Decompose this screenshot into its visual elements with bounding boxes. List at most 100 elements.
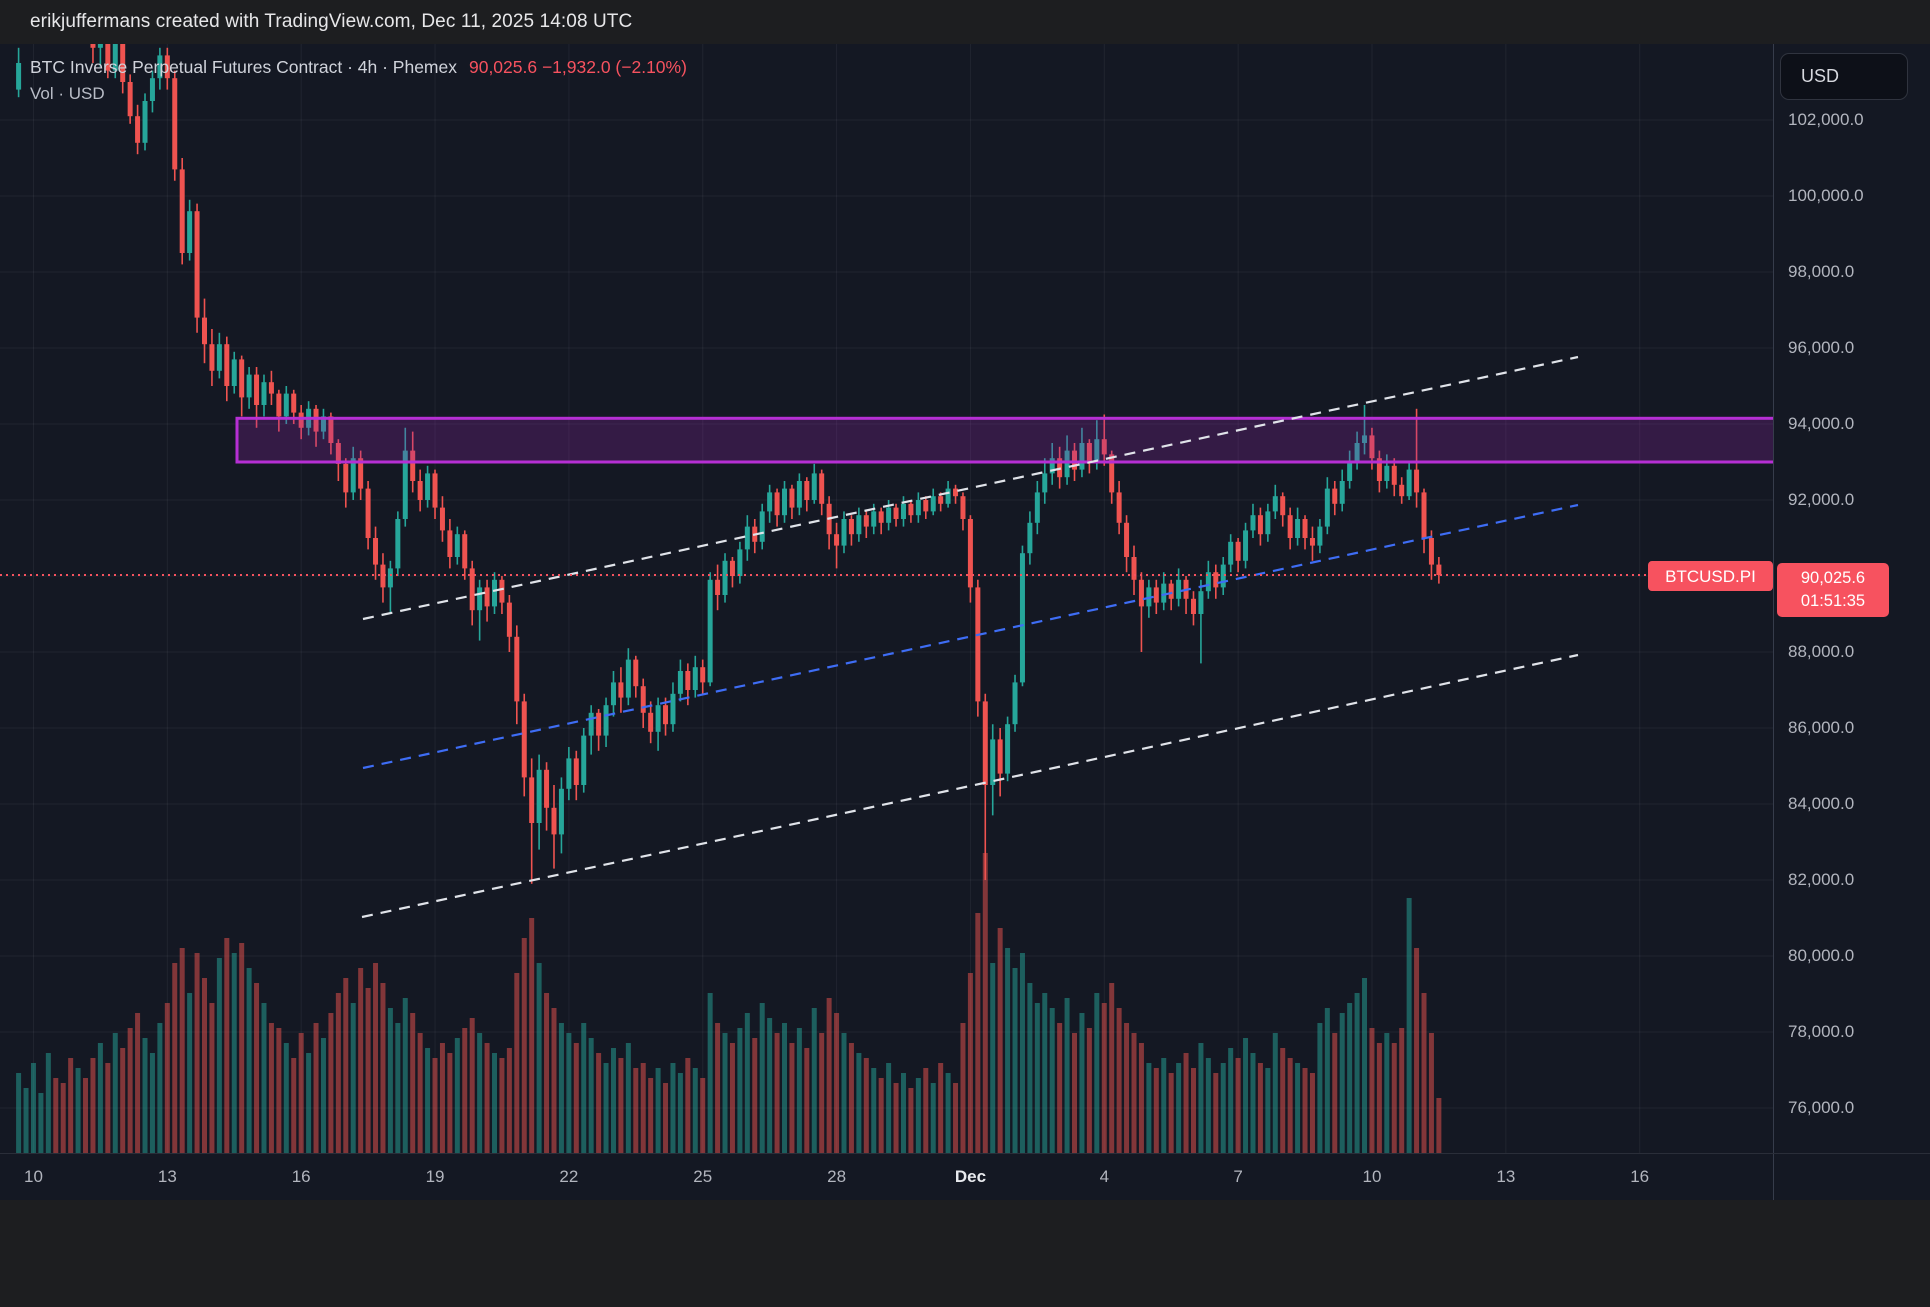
- candle-body: [1309, 538, 1315, 546]
- candle-body: [1399, 484, 1405, 497]
- time-axis-label: 28: [827, 1167, 847, 1186]
- volume-bar: [1176, 1063, 1182, 1153]
- candle-body: [1421, 492, 1427, 538]
- volume-bar: [886, 1063, 892, 1153]
- volume-bar: [1302, 1068, 1308, 1153]
- volume-bar: [1391, 1043, 1397, 1153]
- volume-bar: [38, 1093, 44, 1153]
- volume-bar: [841, 1033, 847, 1153]
- candle-body: [469, 568, 475, 611]
- price-axis-label: 80,000.0: [1788, 946, 1855, 965]
- volume-bar: [685, 1058, 691, 1153]
- volume-bar: [856, 1053, 862, 1153]
- candle-body: [1428, 538, 1434, 565]
- time-axis-label: 10: [24, 1167, 43, 1186]
- price-axis[interactable]: USD 102,000.0 100,000.0 98,000.0 96,000.0 94…: [1774, 44, 1930, 1153]
- price-axis-label: 78,000.0: [1788, 1022, 1855, 1041]
- time-axis-label: 7: [1233, 1167, 1243, 1186]
- candle-body: [216, 344, 222, 371]
- volume-bar: [216, 958, 222, 1153]
- volume-bar: [365, 988, 371, 1153]
- candle-body: [268, 382, 274, 394]
- candle-body: [432, 473, 438, 508]
- candle-body: [722, 560, 728, 595]
- candle-body: [194, 211, 200, 318]
- volume-bar: [663, 1083, 669, 1153]
- candle-body: [1250, 515, 1256, 531]
- candle-body: [529, 777, 535, 823]
- candle-body: [685, 671, 691, 690]
- candle-body: [700, 667, 706, 683]
- candle-body: [677, 671, 683, 694]
- chart-background: [0, 44, 1930, 1200]
- candle-body: [283, 393, 289, 417]
- volume-bar: [1198, 1043, 1204, 1153]
- candle-body: [1354, 443, 1360, 462]
- candle-body: [923, 500, 929, 512]
- candle-body: [908, 503, 914, 516]
- candle-body: [967, 519, 973, 588]
- volume-bar: [447, 1053, 453, 1153]
- volume-bar: [209, 1003, 215, 1153]
- median-blue-trendline: [362, 503, 1579, 770]
- volume-bar: [387, 1008, 393, 1153]
- candle-body: [425, 473, 431, 500]
- volume-bar: [1347, 1003, 1353, 1153]
- volume-bar: [83, 1078, 89, 1153]
- volume-bar: [848, 1043, 854, 1153]
- volume-bar: [239, 943, 245, 1153]
- volume-bar: [380, 983, 386, 1153]
- volume-bar: [826, 998, 832, 1153]
- candlestick-chart[interactable]: BTCUSD.PI: [0, 44, 1773, 1153]
- volume-bar: [581, 1023, 587, 1153]
- volume-bar: [811, 1008, 817, 1153]
- price-axis-label: 92,000.0: [1788, 490, 1855, 509]
- candle-body: [596, 712, 602, 736]
- candle-body: [120, 44, 126, 82]
- candle-body: [1153, 587, 1159, 603]
- candle-body: [112, 44, 118, 71]
- volume-bar: [930, 1083, 936, 1153]
- lower-white-trendline: [361, 653, 1579, 919]
- volume-bar: [655, 1068, 661, 1153]
- volume-bar: [558, 1023, 564, 1153]
- volume-bar: [975, 913, 981, 1153]
- candle-body: [142, 101, 148, 143]
- volume-bar: [1146, 1063, 1152, 1153]
- candle-body: [863, 515, 869, 527]
- price-axis-label: 84,000.0: [1788, 794, 1855, 813]
- candle-body: [454, 534, 460, 557]
- candle-body: [945, 488, 951, 504]
- volume-bar: [179, 948, 185, 1153]
- time-axis[interactable]: 10 13 16 19 22 25 28 Dec 4 7 10 13 16: [0, 1154, 1930, 1200]
- volume-bar: [834, 1013, 840, 1153]
- currency-toggle-button[interactable]: USD: [1780, 53, 1908, 100]
- volume-bar: [536, 963, 542, 1153]
- candle-body: [536, 769, 542, 823]
- volume-bar: [1295, 1063, 1301, 1153]
- volume-bar: [142, 1038, 148, 1153]
- candle-body: [618, 682, 624, 698]
- candle-body: [938, 496, 944, 504]
- candle-body: [1265, 511, 1271, 535]
- candle-body: [1109, 454, 1115, 493]
- candle-body: [759, 511, 765, 542]
- volume-bar: [1228, 1048, 1234, 1153]
- volume-bar: [506, 1048, 512, 1153]
- candle-body: [588, 712, 594, 736]
- candle-body: [1086, 443, 1092, 462]
- volume-bar: [737, 1028, 743, 1153]
- candle-body: [1198, 591, 1204, 614]
- volume-bar: [744, 1013, 750, 1153]
- candle-body: [767, 492, 773, 512]
- candle-body: [1027, 522, 1033, 554]
- volume-bar: [425, 1048, 431, 1153]
- candle-body: [1339, 481, 1345, 504]
- price-chart-plot[interactable]: BTCUSD.PI: [0, 44, 1773, 1153]
- volume-bar: [410, 1013, 416, 1153]
- candle-body: [960, 496, 966, 519]
- volume-bar: [960, 1023, 966, 1153]
- volume-bar: [997, 928, 1003, 1153]
- volume-bar: [819, 1033, 825, 1153]
- volume-bar: [588, 1038, 594, 1153]
